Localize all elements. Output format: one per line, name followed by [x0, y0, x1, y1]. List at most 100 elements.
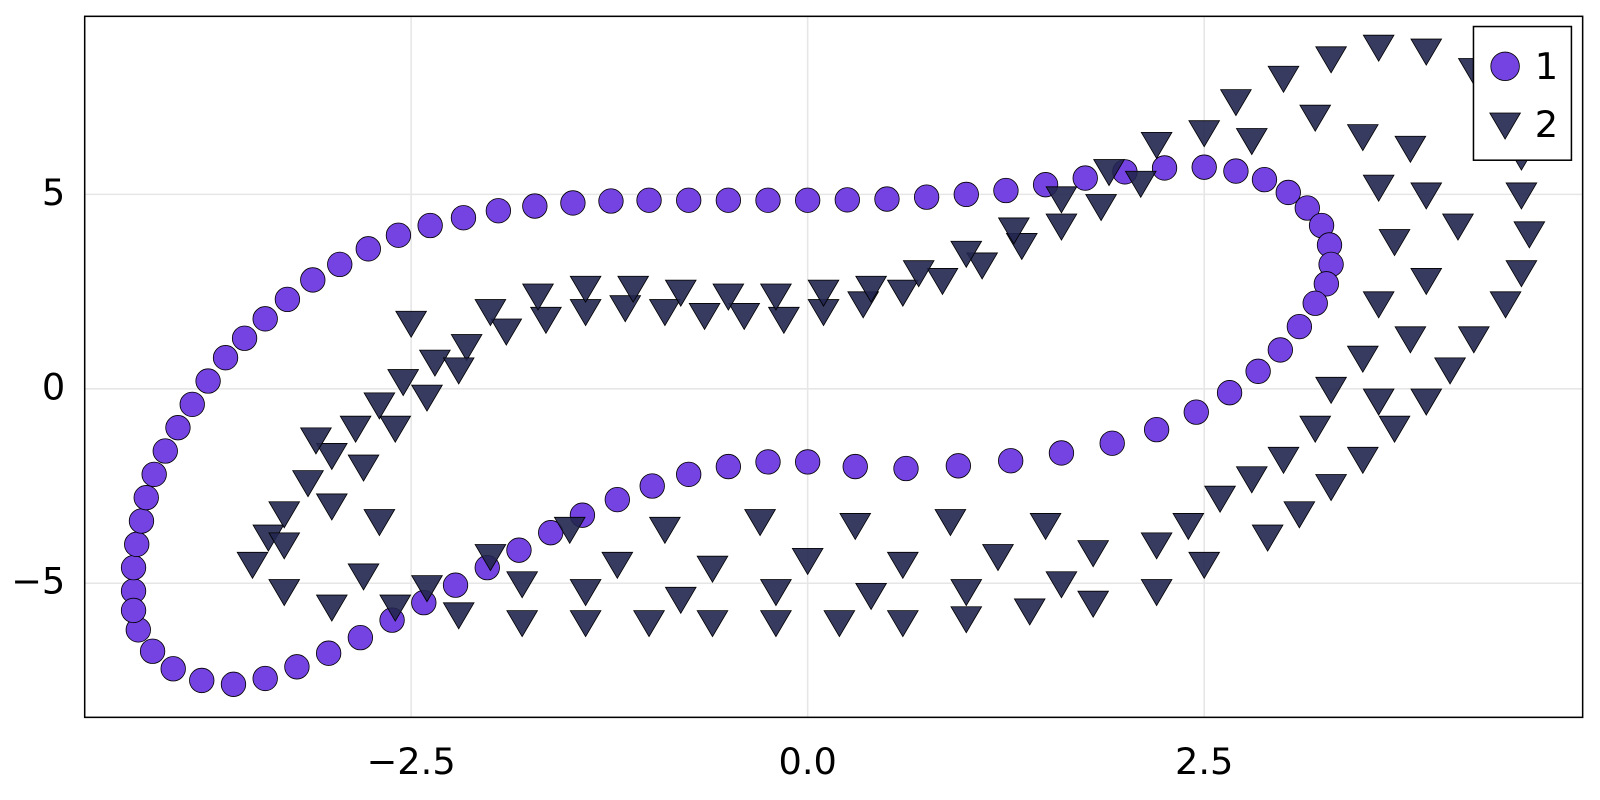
point	[363, 509, 396, 537]
point	[1505, 260, 1538, 288]
point	[1313, 271, 1339, 297]
point	[179, 391, 205, 418]
point	[379, 594, 412, 622]
point	[688, 303, 721, 331]
point	[1362, 388, 1395, 416]
x-tick-label: −2.5	[367, 740, 456, 783]
point	[385, 222, 412, 248]
point	[1267, 65, 1300, 94]
tick-labels: −2.5 0.0 2.5 −5 0 5	[11, 171, 1233, 783]
point	[252, 665, 278, 692]
point	[128, 508, 155, 534]
point	[715, 187, 742, 213]
point	[855, 275, 888, 304]
point	[315, 640, 342, 666]
point	[1124, 170, 1157, 199]
point	[347, 563, 380, 591]
point	[347, 454, 380, 482]
point	[696, 610, 729, 638]
point	[966, 252, 999, 280]
point	[744, 509, 777, 537]
point	[1235, 466, 1268, 494]
point	[363, 392, 396, 420]
legend: 12	[1472, 25, 1573, 161]
point	[141, 461, 167, 487]
point	[417, 212, 443, 239]
point	[1235, 128, 1268, 156]
point	[648, 299, 681, 327]
point	[521, 283, 555, 311]
point	[981, 544, 1015, 572]
point	[886, 551, 919, 580]
point	[1410, 388, 1443, 416]
point	[1251, 524, 1284, 552]
point	[522, 193, 548, 219]
point	[152, 438, 178, 464]
point	[1048, 440, 1075, 466]
point	[1513, 221, 1546, 249]
point	[676, 461, 702, 487]
y-tick-label: 5	[42, 171, 65, 214]
point	[926, 268, 959, 296]
point	[1362, 291, 1395, 319]
point	[617, 275, 650, 304]
point	[1394, 135, 1427, 164]
point	[633, 610, 666, 638]
point	[560, 190, 586, 216]
point	[315, 443, 348, 471]
point	[755, 449, 781, 475]
point	[1434, 357, 1467, 385]
point	[998, 448, 1024, 474]
point	[160, 656, 186, 682]
point	[410, 575, 444, 603]
point	[569, 275, 602, 304]
point	[791, 547, 824, 576]
point	[506, 537, 532, 563]
point	[1362, 34, 1395, 62]
point	[1410, 268, 1443, 296]
point	[839, 512, 872, 541]
point	[1223, 158, 1249, 184]
point	[506, 571, 539, 599]
point	[1245, 358, 1271, 384]
point	[274, 286, 301, 313]
point	[1077, 590, 1110, 618]
point	[712, 283, 745, 311]
point	[220, 671, 247, 697]
point	[1140, 131, 1173, 160]
point	[1072, 165, 1098, 191]
point	[664, 586, 697, 615]
point	[1143, 416, 1170, 443]
point	[636, 187, 662, 213]
point	[1315, 474, 1348, 502]
point	[1191, 154, 1217, 180]
point	[648, 516, 681, 545]
point	[569, 299, 602, 327]
point	[231, 325, 258, 351]
point	[1204, 485, 1237, 514]
point	[759, 579, 792, 607]
point	[728, 303, 761, 331]
point	[1183, 399, 1209, 425]
point	[1378, 229, 1411, 257]
point	[950, 606, 983, 634]
point	[1140, 532, 1173, 560]
point	[1294, 195, 1320, 221]
point	[1286, 313, 1313, 340]
point	[1045, 213, 1078, 241]
point	[292, 470, 325, 498]
point	[139, 638, 166, 664]
point	[236, 551, 269, 580]
point	[759, 610, 792, 638]
point	[165, 415, 191, 441]
point	[950, 579, 983, 607]
point	[795, 187, 821, 213]
point	[874, 186, 900, 212]
point	[834, 187, 860, 213]
point	[189, 667, 215, 694]
point	[569, 610, 602, 638]
point	[1346, 345, 1379, 374]
point	[474, 299, 507, 327]
legend-marker	[1489, 112, 1522, 140]
